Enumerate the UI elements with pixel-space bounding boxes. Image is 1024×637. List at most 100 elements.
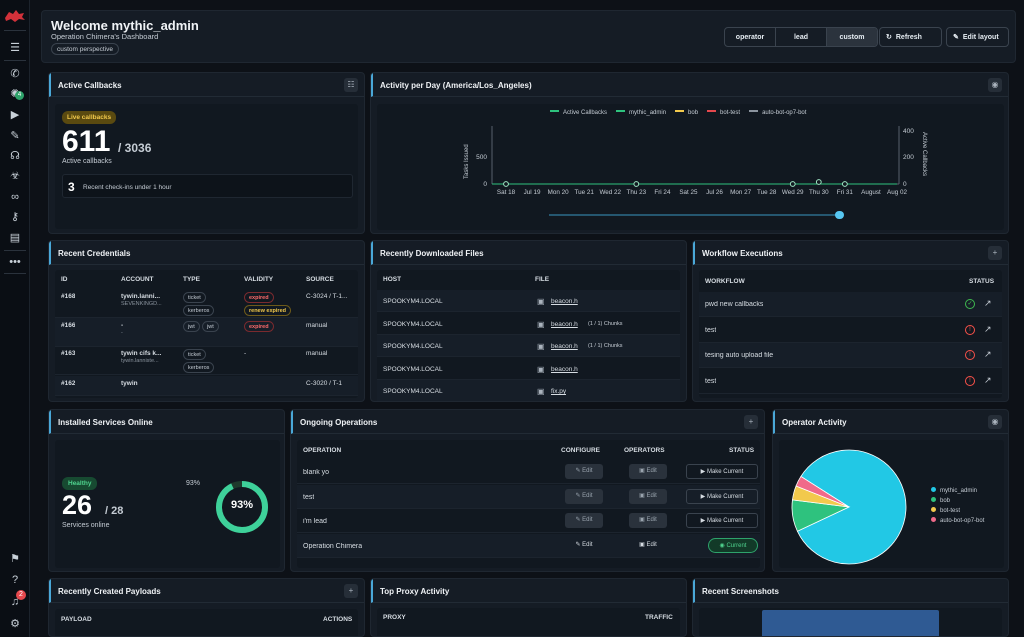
download-file-link[interactable]: beacon.h — [551, 320, 578, 328]
operators-edit-button[interactable]: ▣ Edit — [629, 538, 667, 553]
open-external-icon[interactable]: ↗ — [984, 349, 992, 359]
edit-label: Edit — [582, 468, 593, 474]
table-row[interactable] — [55, 346, 358, 375]
table-row[interactable] — [377, 313, 680, 335]
operation-name: Operation Chimera — [303, 542, 363, 550]
headset-icon[interactable]: ☊ — [10, 150, 20, 162]
operators-edit-button[interactable]: ▣ Edit — [629, 488, 667, 504]
pencil-icon[interactable]: ✎ — [10, 130, 20, 142]
table-row[interactable] — [377, 290, 680, 312]
panel-title: Ongoing Operations — [300, 418, 378, 427]
make-current-button[interactable]: ▶ Make Current — [686, 464, 758, 479]
table-row[interactable] — [297, 460, 760, 484]
callbacks-card: Live callbacks 611 / 3036 Active callbac… — [55, 104, 358, 229]
series-point[interactable] — [503, 181, 509, 187]
open-external-icon[interactable]: ↗ — [984, 323, 992, 334]
table-row[interactable] — [55, 289, 358, 318]
feedback-icon[interactable]: ⚑ — [10, 553, 20, 565]
download-file-link[interactable]: beacon.h — [551, 343, 578, 350]
make-current-label: Make Current — [706, 518, 744, 524]
link-icon[interactable]: ∞ — [11, 191, 19, 203]
eye-icon[interactable]: ◉ — [988, 415, 1002, 429]
perspective-operator[interactable]: operator — [725, 28, 776, 46]
configure-edit-button[interactable]: ✎ Edit — [565, 513, 603, 528]
configure-edit-button[interactable]: ✎ Edit — [565, 464, 603, 479]
download-file-link[interactable]: fix.py — [551, 388, 567, 395]
legend-label: Active Callbacks — [563, 110, 608, 116]
checkins-count: 3 — [68, 180, 75, 194]
series-point[interactable] — [815, 179, 822, 185]
x-tick: Jul 26 — [706, 189, 723, 196]
add-icon[interactable]: + — [344, 584, 358, 598]
services-percent: 93% — [230, 499, 254, 511]
operator-pie-chart[interactable] — [779, 440, 919, 568]
operators-edit-button[interactable]: ▣ Edit — [629, 464, 667, 479]
table-row[interactable] — [699, 369, 1002, 394]
table-row[interactable] — [377, 335, 680, 357]
legend-item[interactable]: mythic_admin — [616, 110, 666, 116]
download-file-link[interactable]: beacon.h — [551, 298, 578, 305]
table-row[interactable] — [297, 533, 760, 558]
pie-legend-item[interactable]: bob — [931, 497, 984, 504]
table-row[interactable] — [55, 318, 358, 347]
table-row[interactable] — [699, 343, 1002, 368]
user-settings-icon[interactable]: ⚙ — [10, 618, 20, 630]
open-external-icon[interactable]: ↗ — [984, 298, 992, 308]
key-icon[interactable]: ⚷ — [10, 211, 20, 223]
series-point[interactable] — [633, 181, 640, 187]
open-external-icon[interactable]: ↗ — [984, 374, 992, 385]
pie-legend-item[interactable]: bot-test — [931, 507, 984, 514]
edit-layout-button[interactable]: ✎ Edit layout — [946, 27, 1009, 47]
download-file-link[interactable]: beacon.h — [551, 365, 578, 373]
series-point[interactable] — [841, 181, 848, 187]
table-row[interactable] — [297, 484, 760, 509]
table-row[interactable] — [55, 376, 358, 396]
add-icon[interactable]: + — [744, 415, 758, 429]
more-icon[interactable]: ••• — [9, 256, 21, 268]
legend-item[interactable]: bob — [675, 110, 698, 116]
perspective-custom[interactable]: custom — [827, 28, 877, 46]
edit-label: Edit — [646, 492, 657, 499]
configure-edit-button[interactable]: ✎ Edit — [565, 538, 603, 553]
credentials-table: ID ACCOUNT TYPE VALIDITY SOURCE #168 tywi… — [55, 270, 358, 398]
legend-item[interactable]: Active Callbacks — [550, 110, 607, 116]
pie-legend-item[interactable]: mythic_admin — [931, 487, 984, 494]
menu-icon[interactable]: ☰ — [10, 42, 20, 54]
table-row[interactable] — [699, 318, 1002, 343]
biohazard-icon[interactable]: ☣ — [10, 170, 20, 182]
tune-icon[interactable]: ☷ — [344, 78, 358, 92]
table-row[interactable] — [377, 358, 680, 380]
callbacks-label: Active callbacks — [62, 158, 112, 165]
pie-legend-item[interactable]: auto-bot-op7-bot — [931, 517, 984, 524]
panel-title: Recent Screenshots — [702, 587, 779, 596]
perspective-lead[interactable]: lead — [776, 28, 827, 46]
table-row[interactable] — [377, 380, 680, 401]
activity-line-chart[interactable]: 500 0 400 200 0 Tasks Issued Active Callbacks S… — [377, 104, 1004, 230]
zoom-slider-handle[interactable] — [835, 211, 844, 219]
refresh-button[interactable]: ↻ Refresh — [879, 27, 942, 47]
make-current-label: Make Current — [706, 469, 744, 475]
play-circle-icon[interactable]: ▶ — [10, 109, 20, 121]
chat-icon[interactable]: ▤ — [9, 232, 21, 244]
make-current-button[interactable]: ▶ Make Current — [686, 513, 758, 528]
configure-edit-button[interactable]: ✎ Edit — [565, 488, 603, 504]
legend-item[interactable]: bot-test — [707, 110, 740, 116]
bell-icon[interactable]: ♫ — [10, 596, 20, 608]
phone-callback-icon[interactable]: ✆ — [10, 68, 20, 80]
legend-item[interactable]: auto-bot-op7-bot — [749, 110, 806, 116]
x-tick: Wed 22 — [599, 189, 621, 196]
eye-icon[interactable]: ◉ — [988, 78, 1002, 92]
activity-chart: Active Callbacks mythic_admin bob bot-test a… — [377, 104, 1004, 230]
table-row[interactable] — [699, 292, 1002, 317]
perspective-toggle: operator lead custom — [724, 27, 878, 47]
operators-edit-button[interactable]: ▣ Edit — [629, 513, 667, 528]
pie-slice-auto-bot-op7-bot[interactable] — [795, 475, 850, 508]
add-icon[interactable]: + — [988, 246, 1002, 260]
make-current-button[interactable]: ▶ Make Current — [686, 488, 758, 504]
mythic-logo-icon[interactable] — [4, 8, 26, 24]
pie-slice-mythic_admin[interactable] — [796, 449, 907, 565]
table-row[interactable] — [297, 509, 760, 533]
help-icon[interactable]: ? — [11, 574, 19, 586]
screenshot-thumbnail[interactable] — [762, 610, 939, 636]
series-point[interactable] — [789, 181, 796, 187]
